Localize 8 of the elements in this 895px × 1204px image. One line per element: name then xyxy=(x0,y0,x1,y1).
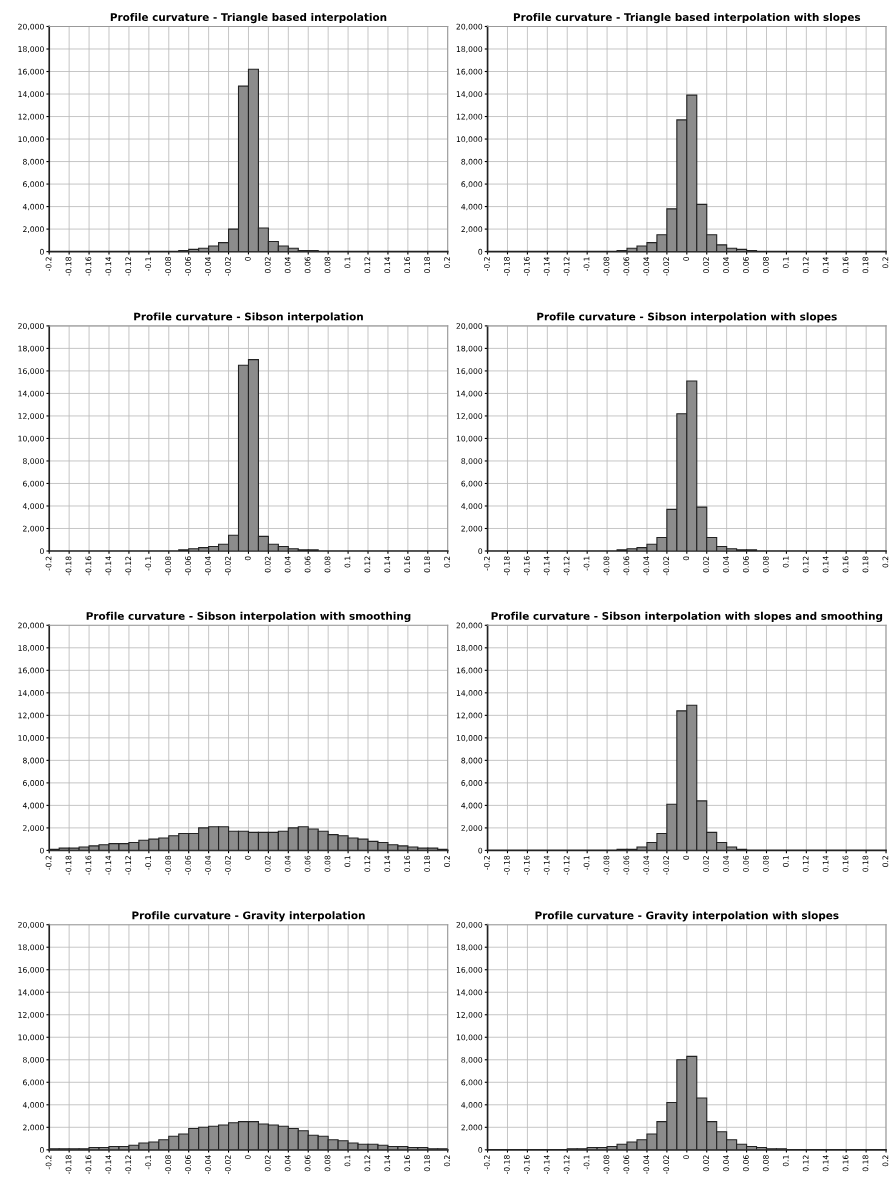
chart-title: Profile curvature - Sibson interpolation with slopes xyxy=(537,312,837,323)
chart-title: Profile curvature - Sibson interpolation with smoothing xyxy=(86,611,411,622)
chart-title: Profile curvature - Triangle based interpolation xyxy=(110,13,387,24)
chart-title: Profile curvature - Triangle based interpolation with slopes xyxy=(513,13,861,24)
chart-title: Profile curvature - Gravity interpolation with slopes xyxy=(535,911,839,922)
chart-title: Profile curvature - Sibson interpolation with slopes and smoothing xyxy=(491,611,883,622)
chart-title: Profile curvature - Gravity interpolation xyxy=(132,911,365,922)
chart-title: Profile curvature - Sibson interpolation xyxy=(134,312,363,323)
